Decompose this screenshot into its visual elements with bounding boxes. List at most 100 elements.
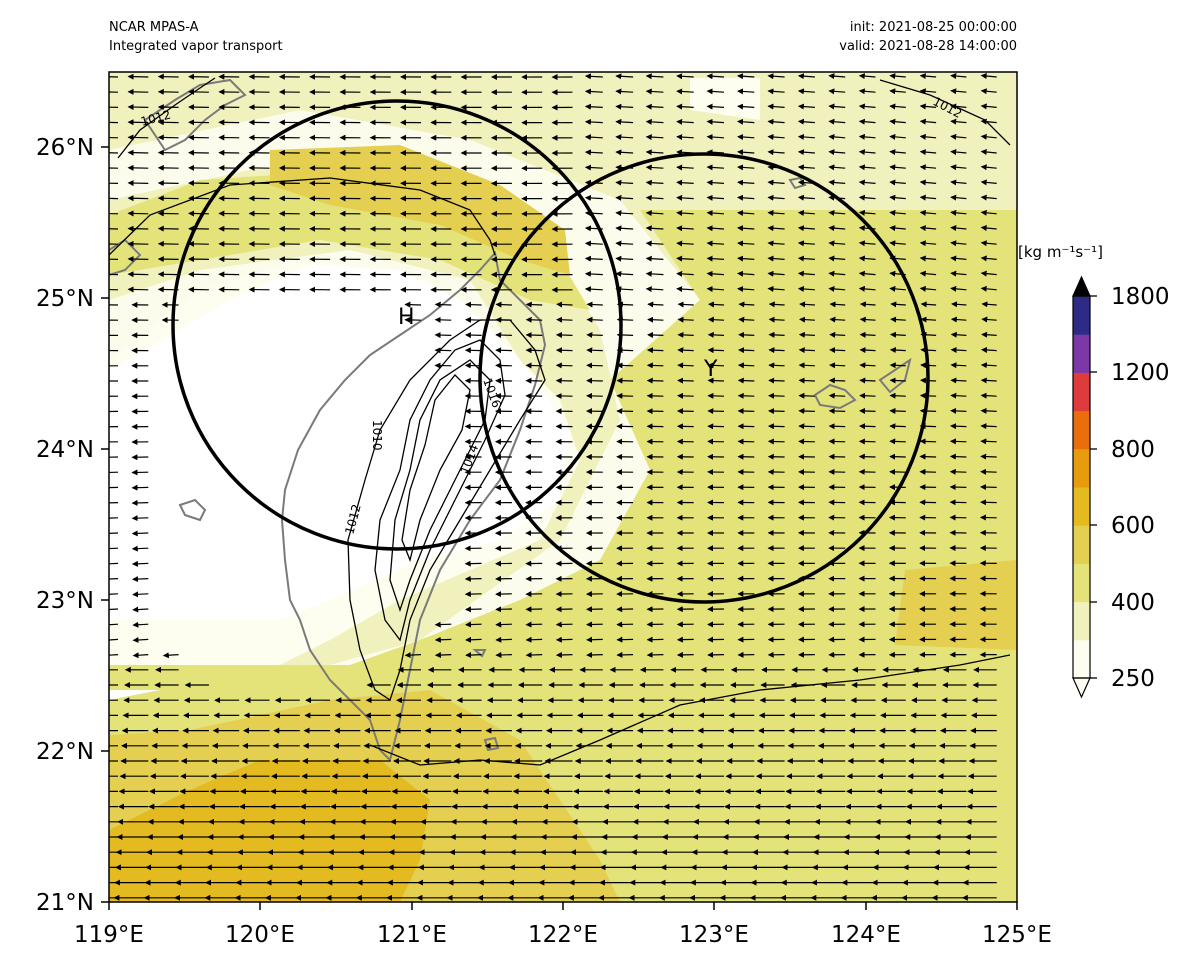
- ivt-vector: [615, 118, 634, 125]
- colorbar: [kg m⁻¹s⁻¹] 250 400 600 800 1200 1800: [1018, 243, 1170, 699]
- ivt-vector: [797, 88, 815, 95]
- ivt-vector: [495, 636, 512, 643]
- ivt-vector: [464, 316, 482, 323]
- colorbar-frame: [1072, 295, 1091, 679]
- ivt-vector: [556, 301, 573, 308]
- ivt-vector: [162, 652, 179, 659]
- x-tick-label: 123°E: [679, 922, 749, 948]
- ivt-vector: [889, 103, 906, 110]
- ivt-vector: [131, 530, 149, 537]
- ivt-vector: [109, 654, 119, 656]
- field-name: Integrated vapor transport: [109, 39, 283, 54]
- ivt-vector: [859, 407, 876, 414]
- ivt-vector: [706, 179, 725, 186]
- ivt-vector: [828, 88, 846, 95]
- ivt-vector: [828, 179, 846, 186]
- colorbar-label: 600: [1111, 513, 1155, 539]
- ivt-vector: [676, 179, 694, 186]
- ivt-vector: [889, 164, 906, 171]
- ivt-vector: [980, 423, 997, 430]
- ivt-vector: [797, 103, 815, 110]
- y-tick-label: 24°N: [36, 437, 94, 463]
- ivt-vector: [767, 118, 785, 125]
- ivt-vector: [109, 517, 119, 519]
- ivt-vector: [950, 316, 967, 323]
- ivt-vector: [737, 103, 755, 110]
- ivt-vector: [889, 377, 906, 384]
- typhoon-center-label: Y: [703, 357, 718, 382]
- ivt-vector: [109, 243, 119, 245]
- ivt-vector: [889, 392, 906, 399]
- ivt-vector: [889, 118, 906, 125]
- ivt-vector: [858, 164, 876, 171]
- ivt-vector: [109, 136, 119, 139]
- ivt-vector: [950, 225, 967, 232]
- ivt-vector: [132, 652, 149, 659]
- colorbar-max-extend: [1072, 275, 1091, 297]
- ivt-vector: [615, 225, 634, 232]
- ivt-vector: [798, 392, 815, 399]
- ivt-vector: [132, 576, 149, 583]
- ivt-vector: [737, 73, 755, 80]
- ivt-vector: [615, 270, 634, 277]
- ivt-vector: [980, 225, 997, 231]
- ivt-vector: [677, 362, 694, 369]
- ivt-vector: [109, 167, 119, 169]
- ivt-vector: [706, 134, 725, 141]
- ivt-vector: [980, 453, 997, 460]
- ivt-vector: [707, 377, 725, 384]
- ivt-vector: [980, 209, 997, 216]
- init-time: init: 2021-08-25 00:00:00: [849, 20, 1017, 35]
- ivt-vector: [768, 331, 785, 338]
- ivt-vector: [737, 164, 755, 171]
- y-tick-label: 21°N: [36, 890, 94, 916]
- ivt-vector: [858, 423, 876, 430]
- ivt-vector: [980, 377, 997, 384]
- ivt-vector: [919, 240, 937, 247]
- ivt-vector: [858, 133, 876, 140]
- ivt-vector: [980, 346, 997, 353]
- ivt-vector: [131, 515, 149, 522]
- ivt-vector: [980, 407, 997, 414]
- ivt-vector: [645, 179, 664, 186]
- ivt-vector: [980, 362, 997, 369]
- ivt-vector: [647, 301, 664, 308]
- ivt-vector: [951, 301, 967, 308]
- ivt-vector: [495, 332, 512, 339]
- ivt-vector: [767, 240, 785, 247]
- ivt-vector: [768, 301, 785, 308]
- ivt-vector: [767, 270, 785, 277]
- y-tick-label: 25°N: [36, 286, 94, 312]
- ivt-vector: [858, 285, 876, 292]
- ivt-vector: [889, 133, 906, 140]
- ivt-vector: [615, 149, 634, 156]
- ivt-vector: [676, 210, 694, 217]
- isobar-south: [369, 654, 1011, 766]
- x-axis-labels: 119°E 120°E 121°E 122°E 123°E 124°E 125°…: [74, 922, 1052, 948]
- ivt-vector: [829, 316, 846, 323]
- ivt-vector: [677, 377, 694, 384]
- islet-north: [788, 176, 807, 190]
- ivt-vector: [677, 301, 694, 308]
- ivt-vector: [737, 149, 755, 156]
- isobar-ne-1012: [879, 79, 1011, 146]
- ivt-vector: [676, 103, 694, 110]
- ivt-vector: [615, 73, 634, 80]
- ivt-vector: [950, 209, 967, 216]
- ivt-vector: [828, 408, 846, 414]
- ivt-vector: [767, 73, 785, 80]
- x-tick-label: 122°E: [528, 922, 598, 948]
- ivt-vector: [980, 270, 997, 277]
- ivt-vector: [829, 347, 846, 354]
- ivt-vector: [797, 270, 815, 277]
- ivt-vector: [706, 149, 725, 156]
- ivt-vector: [980, 392, 997, 399]
- ivt-vector: [645, 286, 664, 293]
- ivt-vector: [737, 240, 755, 247]
- ivt-vector: [586, 651, 603, 658]
- ivt-vector: [950, 149, 967, 156]
- ivt-vector: [109, 578, 119, 580]
- ivt-vector: [495, 316, 512, 323]
- ivt-vector: [677, 316, 694, 323]
- ivt-vector: [889, 209, 906, 216]
